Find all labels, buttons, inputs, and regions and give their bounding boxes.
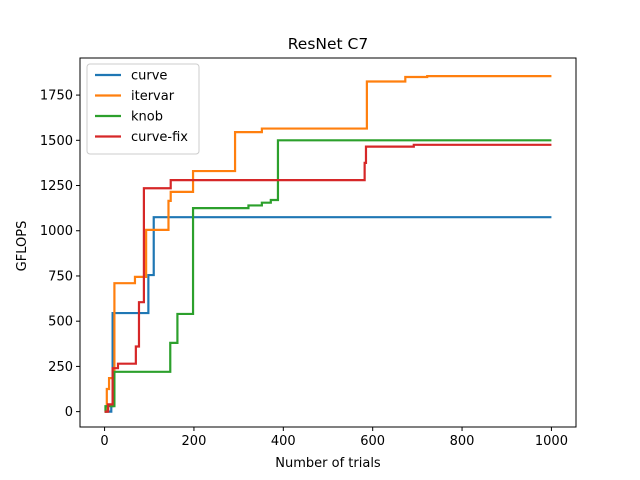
y-axis-label: GFLOPS [15,221,30,272]
legend-label-3: knob [131,110,163,125]
x-tick-label-4: 600 [360,434,385,449]
x-tick-label-3: 400 [271,434,296,449]
legend-label-4: curve-fix [131,130,188,145]
series-line-3 [104,139,552,413]
y-tick-label-6: 1250 [40,179,73,194]
legend-box [86,63,200,155]
x-axis-label: Number of trials [275,456,381,471]
x-tick-label-1: 0 [100,434,108,449]
y-tick-label-3: 500 [48,315,73,330]
y-tick-label-8: 1750 [40,89,73,104]
legend-label-2: itervar [131,89,175,104]
x-tick-label-5: 800 [450,434,475,449]
y-tick-label-2: 250 [48,360,73,375]
y-tick-label-7: 1500 [40,134,73,149]
plot-area [104,74,552,413]
legend: curve itervar knob curve-fix [86,63,200,155]
legend-label-1: curve [131,69,167,84]
series-line-4 [104,143,552,413]
plot-frame [79,57,577,428]
x-tick-label-6: 1000 [535,434,568,449]
series-line-2 [104,74,552,413]
y-tick-label-5: 1000 [40,224,73,239]
x-axis: 0 200 400 600 800 1000 [100,427,568,449]
x-tick-label-2: 200 [182,434,207,449]
y-axis: 0 250 500 750 1000 1250 1500 1750 [40,89,80,420]
y-tick-label-4: 750 [48,269,73,284]
chart-title: ResNet C7 [288,35,369,53]
y-tick-label-1: 0 [65,405,73,420]
